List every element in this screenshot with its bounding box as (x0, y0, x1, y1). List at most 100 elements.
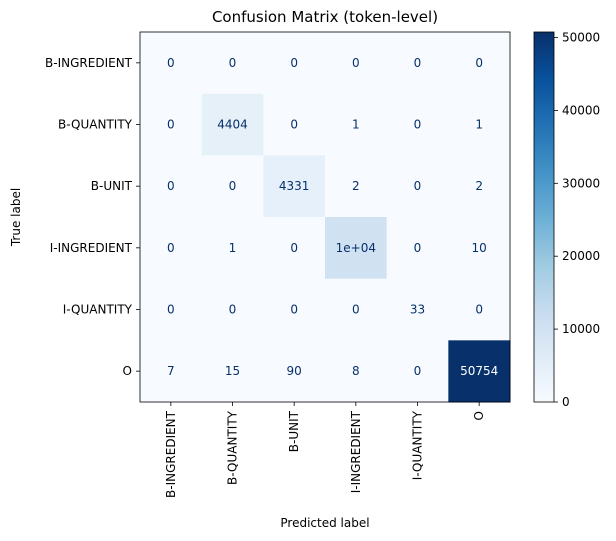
colorbar-tick-label: 10000 (562, 322, 600, 336)
colorbar-tick-label: 20000 (562, 249, 600, 263)
heatmap-cell (140, 340, 203, 403)
x-axis-title: Predicted label (280, 516, 369, 530)
y-tick-label: I-QUANTITY (63, 303, 133, 317)
heatmap-cell (201, 32, 264, 95)
y-tick-label: B-INGREDIENT (45, 56, 133, 70)
cell-value-label: 0 (229, 56, 237, 70)
cell-value-label: 50754 (460, 364, 498, 378)
cell-value-label: 0 (167, 118, 175, 132)
cell-value-label: 4331 (279, 179, 310, 193)
cell-value-label: 1 (352, 118, 360, 132)
heatmap-cell (325, 217, 388, 280)
cell-value-label: 15 (225, 364, 240, 378)
heatmap-cell (325, 278, 388, 341)
cell-value-label: 33 (410, 303, 425, 317)
cell-value-label: 0 (414, 364, 422, 378)
cell-value-label: 1 (229, 241, 237, 255)
heatmap-cell (325, 155, 388, 218)
cell-value-label: 0 (167, 56, 175, 70)
heatmap-cell (325, 32, 388, 95)
heatmap-cell (140, 278, 203, 341)
heatmap-cell (386, 278, 449, 341)
heatmap-cell (386, 32, 449, 95)
y-axis-ticks: B-INGREDIENT B-QUANTITY B-UNIT I-INGREDIENT… (45, 56, 140, 378)
heatmap-cell (201, 278, 264, 341)
x-tick-label: I-INGREDIENT (349, 410, 363, 493)
heatmap-cell (201, 93, 264, 156)
x-tick-label: I-QUANTITY (411, 410, 425, 480)
heatmap-cell (325, 93, 388, 156)
cell-value-label: 0 (352, 56, 360, 70)
heatmap-cell-labels: 0 0 0 0 0 00 4404 0 1 0 10 0 4331 2 0 20 1 0 1e+04 0 100 0 0 0 3… (167, 56, 498, 378)
heatmap-cell (386, 217, 449, 280)
heatmap-cell (263, 93, 326, 156)
heatmap-cell (263, 155, 326, 218)
plot-frame (139, 31, 511, 403)
heatmap-cell (448, 340, 511, 403)
cell-value-label: 0 (229, 179, 237, 193)
colorbar (533, 31, 555, 403)
cell-value-label: 4404 (217, 118, 248, 132)
heatmap-cell (201, 155, 264, 218)
x-tick-label: B-UNIT (287, 410, 301, 452)
cell-value-label: 0 (167, 241, 175, 255)
cell-value-label: 90 (287, 364, 302, 378)
y-tick-label: O (123, 364, 132, 378)
x-tick-label: B-INGREDIENT (164, 410, 178, 498)
cell-value-label: 0 (414, 56, 422, 70)
colorbar-ticks: 0 10000 20000 30000 40000 50000 (554, 30, 600, 409)
cell-value-label: 10 (472, 241, 487, 255)
cell-value-label: 0 (290, 118, 298, 132)
cell-value-label: 0 (167, 303, 175, 317)
cell-value-label: 0 (414, 241, 422, 255)
cell-value-label: 0 (290, 56, 298, 70)
y-axis-title: True label (9, 188, 23, 247)
heatmap-cell (263, 340, 326, 403)
colorbar-tick-label: 30000 (562, 176, 600, 190)
heatmap-cell (448, 278, 511, 341)
cell-value-label: 0 (475, 303, 483, 317)
heatmap-cell (263, 217, 326, 280)
cell-value-label: 0 (414, 118, 422, 132)
heatmap-cell (140, 32, 203, 95)
cell-value-label: 8 (352, 364, 360, 378)
colorbar-tick-label: 0 (562, 395, 570, 409)
heatmap-cell (386, 155, 449, 218)
heatmap-cell (386, 93, 449, 156)
cell-value-label: 2 (352, 179, 360, 193)
cell-value-label: 2 (475, 179, 483, 193)
heatmap-cell (263, 278, 326, 341)
cell-value-label: 1 (475, 118, 483, 132)
cell-value-label: 0 (229, 303, 237, 317)
cell-value-label: 1e+04 (336, 241, 376, 255)
cell-value-label: 0 (290, 303, 298, 317)
heatmap-cell (386, 340, 449, 403)
heatmap-cell (140, 93, 203, 156)
x-axis-ticks: B-INGREDIENT B-QUANTITY B-UNIT I-INGREDIENT… (164, 402, 486, 498)
y-tick-label: B-UNIT (91, 179, 133, 193)
heatmap-cell (263, 32, 326, 95)
heatmap-cell (448, 155, 511, 218)
heatmap-cell (448, 93, 511, 156)
y-tick-label: B-QUANTITY (58, 118, 133, 132)
cell-value-label: 0 (167, 179, 175, 193)
chart-title: Confusion Matrix (token-level) (212, 8, 438, 26)
heatmap-cell (201, 217, 264, 280)
heatmap-cell (201, 340, 264, 403)
y-tick-label: I-INGREDIENT (50, 241, 133, 255)
x-tick-label: B-QUANTITY (226, 410, 240, 485)
cell-value-label: 0 (290, 241, 298, 255)
cell-value-label: 0 (414, 179, 422, 193)
colorbar-tick-label: 50000 (562, 30, 600, 44)
heatmap-cell (325, 340, 388, 403)
cell-value-label: 0 (352, 303, 360, 317)
x-tick-label: O (472, 411, 486, 420)
heatmap-cell (448, 32, 511, 95)
colorbar-tick-label: 40000 (562, 103, 600, 117)
cell-value-label: 0 (475, 56, 483, 70)
cell-value-label: 7 (167, 364, 175, 378)
heatmap-cell (448, 217, 511, 280)
heatmap-cell (140, 155, 203, 218)
heatmap-cell (140, 217, 203, 280)
